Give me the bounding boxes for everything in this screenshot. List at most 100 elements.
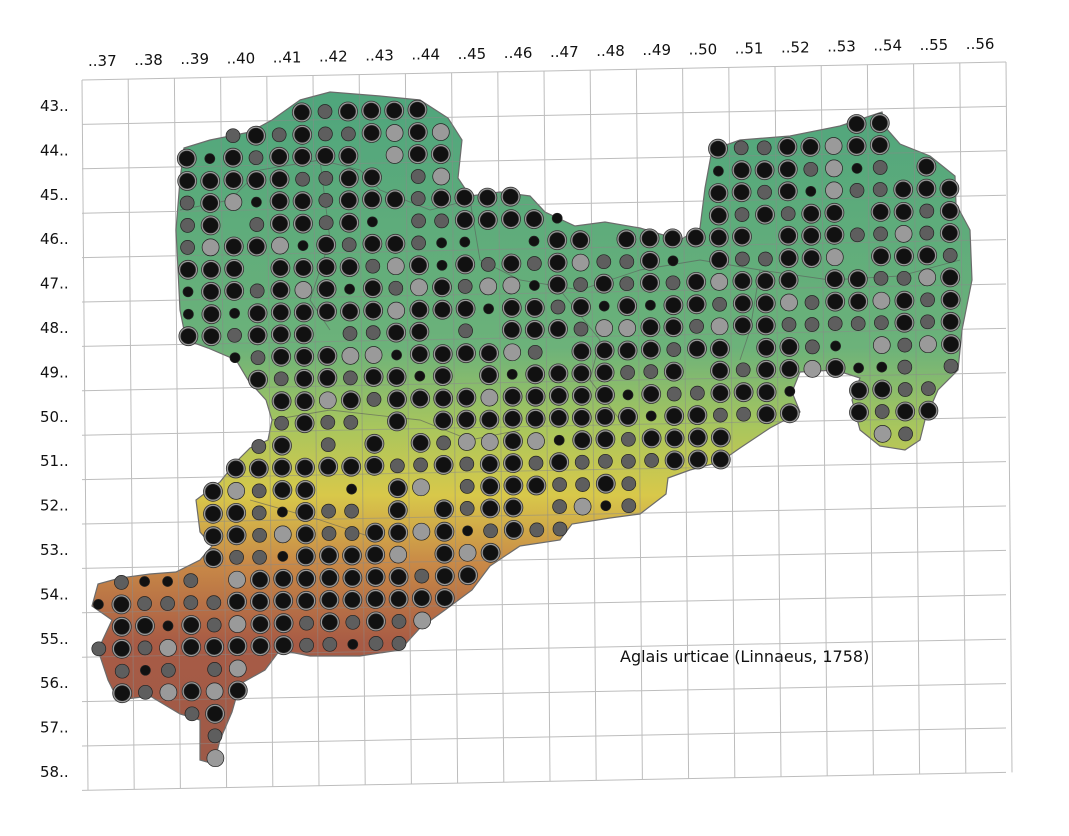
occurrence-dot [479, 212, 496, 228]
occurrence-dot [207, 662, 222, 677]
occurrence-dot [411, 346, 428, 362]
occurrence-dot [409, 101, 426, 118]
occurrence-dot [250, 460, 267, 477]
occurrence-dot [645, 410, 657, 422]
occurrence-dot [920, 402, 937, 419]
occurrence-dot [736, 406, 751, 422]
occurrence-dot [850, 316, 866, 331]
occurrence-dot [297, 548, 314, 565]
occurrence-dot [458, 543, 477, 562]
occurrence-dot [481, 411, 498, 428]
occurrence-dot [480, 433, 499, 451]
occurrence-dot [666, 408, 683, 424]
occurrence-dot [897, 337, 913, 353]
occurrence-markers [91, 99, 961, 768]
occurrence-dot [298, 592, 315, 609]
occurrence-dot [667, 255, 679, 267]
occurrence-dot [296, 348, 313, 365]
occurrence-dot [229, 682, 246, 699]
occurrence-dot [757, 206, 773, 223]
occurrence-dot [93, 599, 104, 610]
occurrence-dot [595, 275, 612, 292]
occurrence-dot [666, 430, 683, 447]
occurrence-dot [595, 319, 614, 337]
occurrence-dot [780, 227, 797, 244]
occurrence-dot [898, 426, 913, 442]
occurrence-dot [178, 150, 195, 167]
occurrence-dot [159, 683, 178, 702]
occurrence-dot [505, 477, 522, 494]
occurrence-dot [273, 525, 292, 544]
row-label: 48.. [40, 319, 69, 337]
occurrence-dot [201, 238, 220, 257]
occurrence-dot [205, 550, 222, 567]
occurrence-dot [483, 523, 498, 539]
occurrence-dot [367, 569, 384, 585]
occurrence-dot [318, 215, 334, 231]
occurrence-dot [918, 158, 935, 175]
occurrence-dot [503, 255, 520, 272]
occurrence-dot [180, 261, 196, 278]
occurrence-dot [618, 319, 637, 337]
occurrence-dot [345, 614, 361, 630]
occurrence-dot [295, 260, 312, 276]
occurrence-dot [113, 640, 130, 657]
occurrence-dot [457, 279, 473, 294]
occurrence-dot [896, 270, 912, 286]
column-label: ..44 [411, 46, 440, 64]
occurrence-dot [322, 636, 338, 652]
occurrence-dot [298, 570, 315, 587]
occurrence-dot [411, 235, 426, 251]
occurrence-dot [183, 595, 199, 610]
occurrence-dot [139, 576, 150, 587]
occurrence-dot [757, 273, 774, 289]
occurrence-dot [482, 478, 499, 495]
occurrence-dot [734, 207, 750, 222]
occurrence-dot [341, 259, 358, 275]
row-label: 56.. [40, 674, 69, 692]
occurrence-dot [295, 171, 310, 187]
occurrence-dot [896, 314, 913, 331]
occurrence-dot [252, 527, 267, 543]
occurrence-dot [552, 477, 567, 492]
occurrence-dot [229, 593, 245, 610]
occurrence-dot [320, 458, 337, 475]
occurrence-dot [758, 339, 775, 356]
row-label: 58.. [40, 763, 69, 781]
occurrence-dot [871, 115, 888, 131]
occurrence-dot [299, 637, 314, 653]
occurrence-dot [502, 276, 521, 295]
occurrence-dot [204, 153, 216, 164]
occurrence-dot [551, 212, 563, 224]
occurrence-dot [275, 615, 292, 632]
occurrence-dot [896, 292, 913, 309]
occurrence-dot [389, 391, 405, 408]
occurrence-dot [713, 165, 724, 177]
occurrence-dot [803, 205, 820, 222]
grid-line [81, 727, 1007, 747]
occurrence-dot [733, 162, 750, 179]
occurrence-dot [458, 411, 475, 428]
occurrence-dot [665, 319, 682, 336]
occurrence-dot [365, 302, 382, 319]
occurrence-dot [529, 522, 545, 538]
occurrence-dot [297, 459, 313, 476]
occurrence-dot [294, 148, 311, 165]
occurrence-dot [320, 414, 336, 430]
grid-line [81, 105, 1007, 125]
occurrence-dot [462, 525, 473, 537]
occurrence-dot [779, 161, 796, 178]
occurrence-dot [779, 139, 796, 155]
occurrence-dot [665, 363, 682, 380]
occurrence-dot [412, 478, 430, 497]
occurrence-dot [734, 317, 751, 334]
occurrence-dot [229, 638, 246, 654]
occurrence-dot [295, 304, 312, 321]
occurrence-dot [596, 364, 613, 381]
occurrence-dot [225, 238, 242, 255]
occurrence-dot [621, 498, 637, 514]
occurrence-dot [505, 499, 522, 516]
occurrence-dot [318, 192, 334, 208]
occurrence-dot [387, 235, 404, 252]
